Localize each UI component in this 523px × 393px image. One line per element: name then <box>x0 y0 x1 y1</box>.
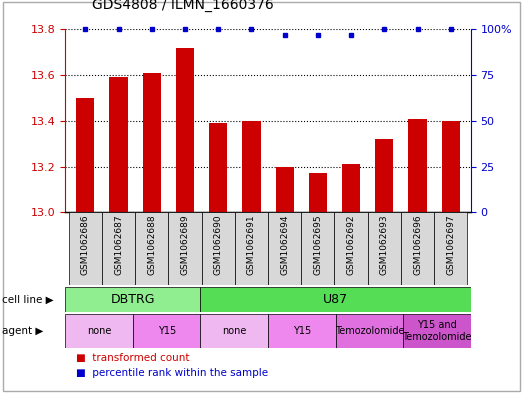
Text: GSM1062689: GSM1062689 <box>180 215 189 275</box>
Bar <box>200 314 268 348</box>
Text: cell line ▶: cell line ▶ <box>2 295 53 305</box>
Bar <box>408 119 427 212</box>
Bar <box>65 287 200 312</box>
Text: Y15: Y15 <box>293 326 311 336</box>
Text: GSM1062686: GSM1062686 <box>81 215 90 275</box>
Bar <box>176 48 194 212</box>
Bar <box>335 212 368 285</box>
Text: none: none <box>87 326 111 336</box>
Text: GSM1062693: GSM1062693 <box>380 215 389 275</box>
Bar <box>336 314 403 348</box>
Bar <box>69 212 102 285</box>
Bar <box>368 212 401 285</box>
Text: GDS4808 / ILMN_1660376: GDS4808 / ILMN_1660376 <box>92 0 274 12</box>
Bar <box>242 121 260 212</box>
Bar <box>201 212 235 285</box>
Text: GSM1062697: GSM1062697 <box>446 215 455 275</box>
Bar <box>375 139 393 212</box>
Text: Y15: Y15 <box>157 326 176 336</box>
Bar <box>309 173 327 212</box>
Text: GSM1062695: GSM1062695 <box>313 215 322 275</box>
Text: U87: U87 <box>323 293 348 306</box>
Text: Y15 and
Temozolomide: Y15 and Temozolomide <box>402 320 472 342</box>
Bar <box>434 212 468 285</box>
Bar <box>109 77 128 212</box>
Text: none: none <box>222 326 246 336</box>
Bar <box>143 73 161 212</box>
Bar <box>65 314 133 348</box>
Text: GSM1062694: GSM1062694 <box>280 215 289 275</box>
Bar <box>403 314 471 348</box>
Bar <box>235 212 268 285</box>
Text: GSM1062692: GSM1062692 <box>347 215 356 275</box>
Bar <box>276 167 294 212</box>
Bar <box>401 212 434 285</box>
Bar <box>301 212 335 285</box>
Text: agent ▶: agent ▶ <box>2 326 43 336</box>
Text: Temozolomide: Temozolomide <box>335 326 404 336</box>
Bar <box>133 314 200 348</box>
Bar <box>135 212 168 285</box>
Text: ■  percentile rank within the sample: ■ percentile rank within the sample <box>76 368 268 378</box>
Text: GSM1062696: GSM1062696 <box>413 215 422 275</box>
Bar <box>200 287 471 312</box>
Bar <box>76 98 95 212</box>
Text: ■  transformed count: ■ transformed count <box>76 353 189 363</box>
Bar <box>441 121 460 212</box>
Text: GSM1062690: GSM1062690 <box>214 215 223 275</box>
Bar <box>168 212 201 285</box>
Text: GSM1062688: GSM1062688 <box>147 215 156 275</box>
Bar <box>209 123 228 212</box>
Bar <box>268 314 336 348</box>
Text: GSM1062687: GSM1062687 <box>114 215 123 275</box>
Text: DBTRG: DBTRG <box>111 293 155 306</box>
Bar <box>268 212 301 285</box>
Bar <box>102 212 135 285</box>
Text: GSM1062691: GSM1062691 <box>247 215 256 275</box>
Bar <box>342 164 360 212</box>
